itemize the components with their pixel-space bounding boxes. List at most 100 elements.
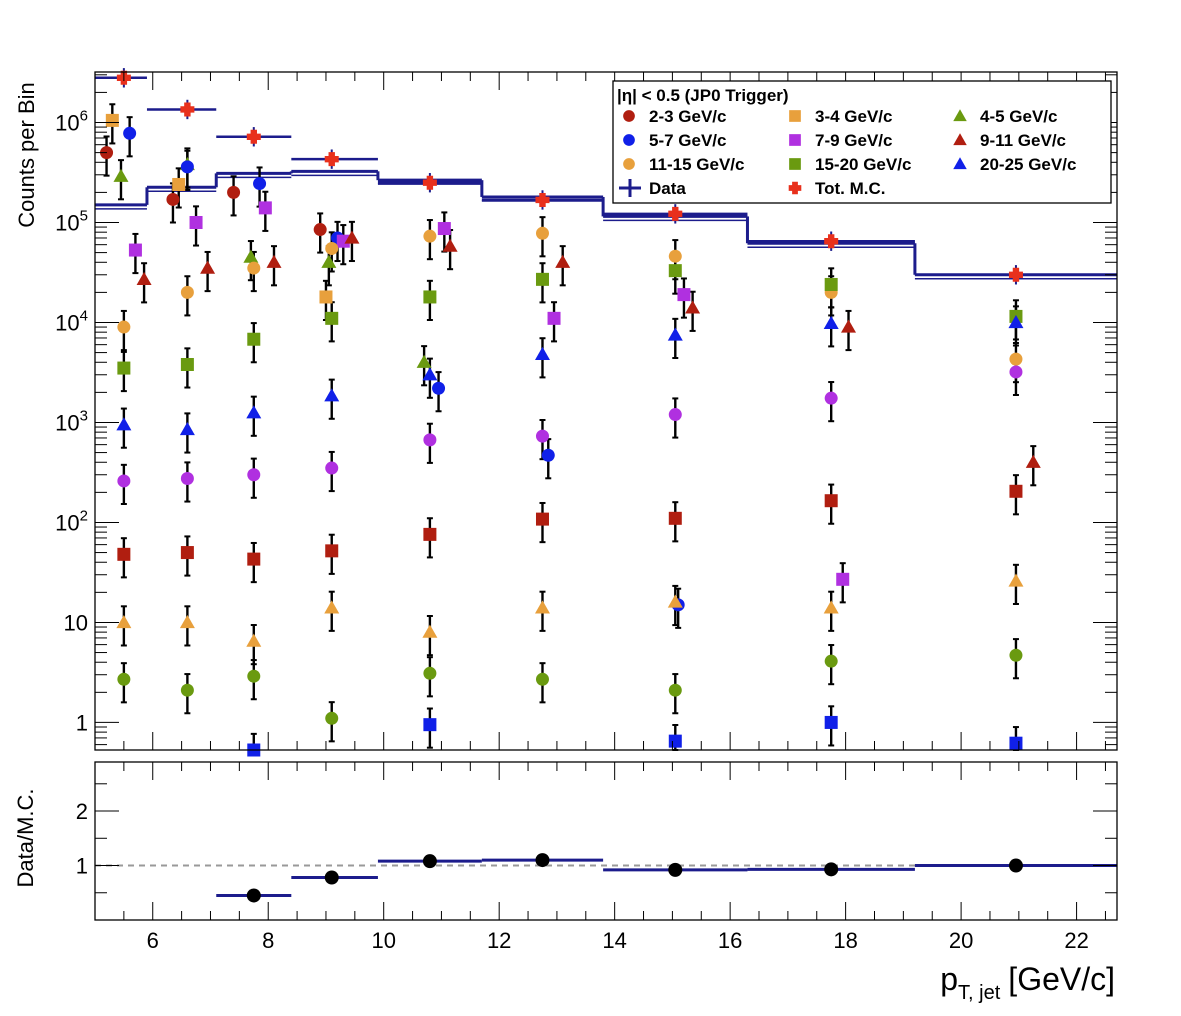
- data-point: [180, 472, 194, 486]
- x-tick-label: 16: [718, 928, 742, 953]
- data-point: [180, 546, 194, 560]
- data-point: [547, 311, 561, 325]
- data-point: [247, 669, 261, 683]
- data-point: [324, 600, 340, 614]
- data-point: [685, 300, 701, 314]
- data-point: [824, 234, 839, 249]
- top-plot: 1 10 102 103 104 105 106 Counts per Bin |η| < …: [14, 68, 1118, 757]
- data-point: [824, 494, 838, 508]
- data-point: [189, 215, 203, 229]
- data-point: [319, 290, 333, 304]
- data-point: [535, 512, 549, 526]
- data-point: [180, 102, 195, 117]
- data-point: [324, 152, 339, 167]
- data-point: [1009, 365, 1023, 379]
- ratio-point: [668, 862, 683, 877]
- legend: |η| < 0.5 (JP0 Trigger) 2-3 GeV/c 3-4 GeV…: [612, 80, 1112, 204]
- data-point: [179, 422, 195, 436]
- data-point: [179, 614, 195, 629]
- data-point: [668, 683, 682, 697]
- data-point: [1025, 454, 1041, 468]
- data-point: [117, 474, 131, 488]
- data-point: [243, 249, 259, 263]
- top-plot-frame: [94, 71, 1118, 751]
- data-point: [336, 234, 350, 248]
- data-point: [266, 254, 282, 268]
- data-point: [105, 113, 119, 127]
- data-point: [1008, 267, 1023, 282]
- data-point: [423, 527, 437, 541]
- data-point: [668, 408, 682, 422]
- data-point: [668, 734, 682, 748]
- data-point: [534, 600, 550, 614]
- data-point: [246, 633, 262, 647]
- x-tick-label: 6: [147, 928, 159, 953]
- data-point: [117, 320, 131, 334]
- data-point: [116, 417, 132, 431]
- legend-marker: [789, 134, 801, 146]
- x-tick-label: 8: [262, 928, 274, 953]
- data-point: [313, 223, 327, 237]
- data-point: [535, 272, 549, 286]
- data-point: [668, 511, 682, 525]
- legend-label: Tot. M.C.: [815, 179, 886, 198]
- data-point: [442, 238, 458, 252]
- legend-title: |η| < 0.5 (JP0 Trigger): [617, 86, 789, 105]
- data-point: [324, 388, 340, 402]
- top-y-axis-label: Counts per Bin: [14, 82, 39, 228]
- legend-label: 7-9 GeV/c: [815, 131, 893, 150]
- legend-label: 2-3 GeV/c: [649, 107, 727, 126]
- data-point: [535, 192, 550, 207]
- data-point: [1009, 736, 1023, 750]
- data-point: [180, 357, 194, 371]
- data-point: [667, 327, 683, 341]
- data-point: [258, 201, 272, 215]
- data-point: [823, 600, 839, 614]
- x-axis-label-main: p: [940, 961, 958, 997]
- legend-marker: [789, 110, 801, 122]
- legend-label: 4-5 GeV/c: [980, 107, 1058, 126]
- legend-marker: [953, 157, 967, 170]
- y-tick-label: 10: [64, 610, 88, 635]
- data-point: [325, 544, 339, 558]
- data-point: [1009, 648, 1023, 662]
- ratio-plot-data: [216, 853, 1117, 903]
- x-tick-label: 14: [602, 928, 626, 953]
- data-point: [325, 311, 339, 325]
- data-point: [677, 288, 691, 302]
- legend-label: 20-25 GeV/c: [980, 155, 1076, 174]
- data-point: [534, 346, 550, 360]
- data-point: [117, 672, 131, 686]
- ratio-x-axis: 6 8 10 12 14 16 18 20 22: [94, 762, 1106, 953]
- ratio-point: [324, 870, 339, 885]
- data-point: [200, 260, 216, 274]
- x-tick-label: 10: [371, 928, 395, 953]
- data-point: [423, 718, 437, 732]
- data-point: [321, 254, 337, 268]
- ratio-point: [1008, 858, 1023, 873]
- legend-box: [612, 80, 1112, 204]
- legend-label: 5-7 GeV/c: [649, 131, 727, 150]
- data-point: [113, 168, 129, 182]
- data-point: [172, 177, 186, 191]
- data-point: [1008, 573, 1024, 587]
- data-point: [423, 666, 437, 680]
- data-point: [344, 230, 360, 244]
- legend-marker: [953, 109, 967, 122]
- legend-marker: [789, 158, 801, 170]
- legend-label: 3-4 GeV/c: [815, 107, 893, 126]
- data-point: [128, 243, 142, 257]
- ratio-y-axis-label: Data/M.C.: [13, 788, 38, 887]
- data-point: [247, 468, 261, 482]
- x-tick-label: 20: [949, 928, 973, 953]
- data-point: [841, 319, 857, 333]
- data-point: [116, 614, 132, 629]
- data-point: [824, 391, 838, 405]
- data-point: [180, 683, 194, 697]
- top-plot-data: [95, 68, 1117, 757]
- legend-label: Data: [649, 179, 686, 198]
- y-tick-label: 102: [55, 507, 88, 535]
- data-point: [422, 175, 437, 190]
- data-point: [325, 461, 339, 475]
- data-point: [437, 222, 451, 236]
